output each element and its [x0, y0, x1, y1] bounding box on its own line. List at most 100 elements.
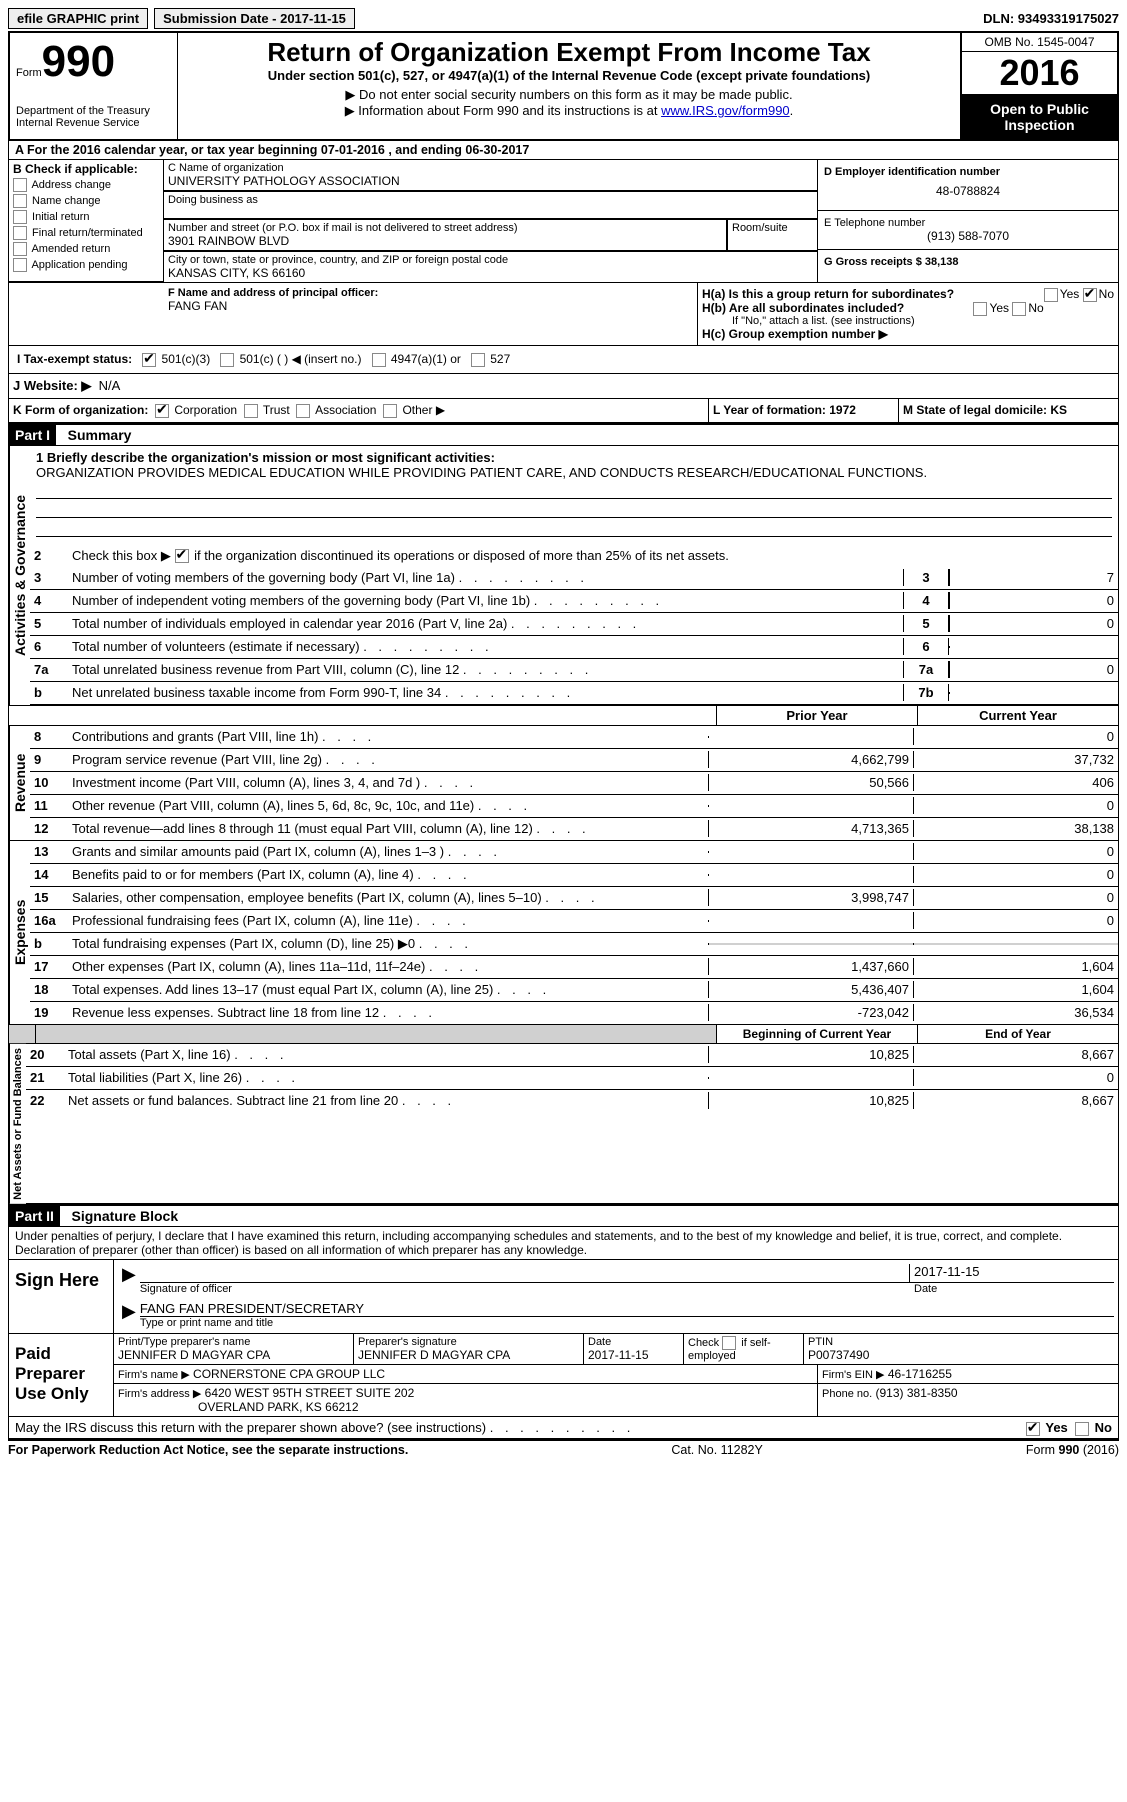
hb-row: H(b) Are all subordinates included? Yes …: [702, 301, 1114, 315]
prep-sig-label: Preparer's signature: [358, 1336, 579, 1348]
efile-print-button[interactable]: efile GRAPHIC print: [8, 8, 148, 29]
k-trust-checkbox[interactable]: [244, 404, 258, 418]
k-corp-checkbox[interactable]: [155, 404, 169, 418]
discuss-yes-checkbox[interactable]: [1026, 1422, 1040, 1436]
hb-yes-checkbox[interactable]: [973, 302, 987, 316]
col-boy: Beginning of Current Year: [716, 1025, 917, 1043]
k-label: K Form of organization:: [13, 403, 148, 417]
line1-label: 1 Briefly describe the organization's mi…: [36, 450, 1112, 465]
hb-no-checkbox[interactable]: [1012, 302, 1026, 316]
i-501c3-checkbox[interactable]: [142, 353, 156, 367]
k-other-checkbox[interactable]: [383, 404, 397, 418]
firm-phone: (913) 381-8350: [876, 1386, 958, 1400]
part1-header: Part I: [9, 425, 56, 445]
form-label: Form: [16, 67, 42, 79]
form-header: Form990 Department of the Treasury Inter…: [8, 31, 1119, 141]
firm-name: CORNERSTONE CPA GROUP LLC: [193, 1367, 385, 1381]
paid-preparer-label: Paid Preparer Use Only: [9, 1334, 114, 1416]
form-subtitle: Under section 501(c), 527, or 4947(a)(1)…: [186, 68, 952, 83]
i-4947-checkbox[interactable]: [372, 353, 386, 367]
firm-city: OVERLAND PARK, KS 66212: [118, 1400, 813, 1414]
officer-name-title: FANG FAN PRESIDENT/SECRETARY: [140, 1301, 1114, 1317]
sig-date-label: Date: [914, 1283, 1114, 1295]
form-title: Return of Organization Exempt From Incom…: [186, 37, 952, 68]
b-opt-checkbox[interactable]: [13, 258, 27, 272]
website-value: N/A: [99, 378, 121, 394]
d-ein-label: D Employer identification number: [824, 166, 1112, 178]
dln: DLN: 93493319175027: [983, 11, 1119, 26]
top-bar: efile GRAPHIC print Submission Date - 20…: [8, 8, 1119, 29]
firm-address: 6420 WEST 95TH STREET SUITE 202: [205, 1386, 415, 1400]
pra-notice: For Paperwork Reduction Act Notice, see …: [8, 1443, 408, 1457]
org-name: UNIVERSITY PATHOLOGY ASSOCIATION: [168, 174, 813, 188]
l-year-formation: L Year of formation: 1972: [708, 399, 898, 422]
sign-here-label: Sign Here: [9, 1260, 114, 1333]
prep-sig: JENNIFER D MAGYAR CPA: [358, 1348, 579, 1362]
form-number: 990: [42, 37, 115, 86]
b-opt-checkbox[interactable]: [13, 226, 27, 240]
discuss-no-checkbox[interactable]: [1075, 1422, 1089, 1436]
ssn-note: ▶ Do not enter social security numbers o…: [186, 87, 952, 103]
firm-ein: 46-1716255: [888, 1367, 952, 1381]
officer-name: FANG FAN: [168, 299, 693, 313]
part2-header: Part II: [9, 1206, 60, 1226]
prep-name: JENNIFER D MAGYAR CPA: [118, 1348, 349, 1362]
g-gross-receipts: G Gross receipts $ 38,138: [824, 256, 1112, 268]
irs-link[interactable]: www.IRS.gov/form990: [661, 103, 790, 118]
self-employed-check: Check if self-employed: [684, 1334, 804, 1364]
open-to-public: Open to Public Inspection: [962, 95, 1117, 139]
ha-yes-checkbox[interactable]: [1044, 288, 1058, 302]
arrow-icon: ▶: [118, 1264, 140, 1295]
submission-date-box: Submission Date - 2017-11-15: [154, 8, 355, 29]
info-note: ▶ Information about Form 990 and its ins…: [186, 103, 952, 119]
i-label: I Tax-exempt status:: [17, 352, 132, 366]
col-prior-year: Prior Year: [716, 706, 917, 725]
self-employed-checkbox[interactable]: [722, 1336, 736, 1350]
arrow-icon: ▶: [118, 1301, 140, 1329]
b-opt-checkbox[interactable]: [13, 178, 27, 192]
f-officer-label: F Name and address of principal officer:: [168, 287, 693, 299]
sig-date-value: 2017-11-15: [909, 1264, 1114, 1282]
i-527-checkbox[interactable]: [471, 353, 485, 367]
part2-title: Signature Block: [64, 1208, 179, 1224]
prep-date: 2017-11-15: [588, 1348, 679, 1362]
perjury-declaration: Under penalties of perjury, I declare th…: [8, 1227, 1119, 1260]
vlabel-netassets: Net Assets or Fund Balances: [9, 1044, 26, 1204]
street-address: 3901 RAINBOW BLVD: [168, 234, 722, 248]
vlabel-revenue: Revenue: [9, 726, 30, 840]
m-state-domicile: M State of legal domicile: KS: [898, 399, 1118, 422]
phone-value: (913) 588-7070: [824, 229, 1112, 243]
e-phone-label: E Telephone number: [824, 217, 1112, 229]
room-label: Room/suite: [732, 222, 813, 234]
ptin-label: PTIN: [808, 1336, 1114, 1348]
b-opt-checkbox[interactable]: [13, 210, 27, 224]
city-label: City or town, state or province, country…: [168, 254, 813, 266]
j-website-label: J Website: ▶: [13, 378, 91, 394]
i-501c-checkbox[interactable]: [220, 353, 234, 367]
prep-name-label: Print/Type preparer's name: [118, 1336, 349, 1348]
k-assoc-checkbox[interactable]: [296, 404, 310, 418]
omb-number: OMB No. 1545-0047: [962, 33, 1117, 52]
city-state-zip: KANSAS CITY, KS 66160: [168, 266, 813, 280]
dept-treasury: Department of the Treasury: [16, 105, 171, 117]
type-name-label: Type or print name and title: [140, 1317, 1114, 1329]
discuss-row: May the IRS discuss this return with the…: [8, 1417, 1119, 1439]
col-current-year: Current Year: [917, 706, 1118, 725]
tax-year: 2016: [962, 52, 1117, 95]
cat-no: Cat. No. 11282Y: [671, 1443, 763, 1457]
ha-no-checkbox[interactable]: [1083, 288, 1097, 302]
b-opt-checkbox[interactable]: [13, 242, 27, 256]
col-eoy: End of Year: [917, 1025, 1118, 1043]
vlabel-activities: Activities & Governance: [9, 446, 30, 705]
b-check-label: B Check if applicable:: [13, 162, 159, 176]
addr-label: Number and street (or P.O. box if mail i…: [168, 222, 722, 234]
hc-row: H(c) Group exemption number ▶: [702, 327, 1114, 341]
dba-label: Doing business as: [168, 194, 813, 206]
b-opt-checkbox[interactable]: [13, 194, 27, 208]
h-note: If "No," attach a list. (see instruction…: [702, 315, 1114, 327]
l2-checkbox[interactable]: [175, 549, 189, 563]
irs-label: Internal Revenue Service: [16, 117, 171, 129]
sig-officer-label: Signature of officer: [140, 1283, 914, 1295]
vlabel-expenses: Expenses: [9, 841, 30, 1024]
c-name-label: C Name of organization: [168, 162, 813, 174]
